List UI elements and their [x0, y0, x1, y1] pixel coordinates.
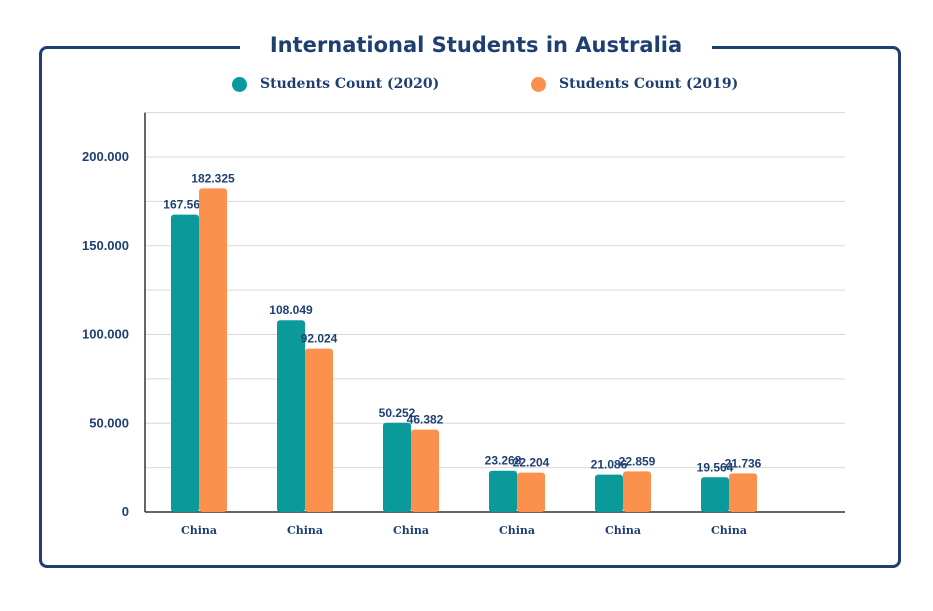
bar [383, 422, 411, 512]
legend-swatch-2019 [531, 76, 546, 92]
bar [595, 474, 623, 512]
bar [489, 470, 517, 512]
data-label: 19.564 [697, 460, 734, 474]
data-label: 21.736 [725, 456, 762, 470]
legend-item-2019: Students Count (2019) [531, 72, 738, 96]
chart-title: International Students in Australia [240, 28, 712, 62]
bar [623, 471, 651, 512]
y-tick-label: 100.000 [82, 327, 129, 342]
y-tick-label: 50.000 [89, 415, 129, 430]
y-tick-label: 150.000 [82, 238, 129, 253]
legend-swatch-2020 [232, 76, 247, 92]
data-label: 167.568 [163, 198, 207, 212]
bar [199, 188, 227, 513]
y-tick-label: 200.000 [82, 149, 129, 164]
x-tick-label: China [393, 524, 429, 537]
data-label: 23.268 [485, 454, 522, 468]
bar [277, 320, 305, 512]
data-label: 22.859 [619, 454, 656, 468]
data-label: 46.382 [407, 413, 444, 427]
data-label: 182.325 [191, 171, 235, 185]
bar [517, 472, 545, 512]
chart-legend: Students Count (2020) Students Count (20… [0, 72, 933, 96]
x-tick-label: China [499, 524, 535, 537]
x-tick-label: China [181, 524, 217, 537]
bar [729, 473, 757, 512]
legend-item-2020: Students Count (2020) [232, 72, 439, 96]
data-label: 92.024 [301, 332, 338, 346]
data-label: 22.204 [513, 456, 550, 470]
bar [411, 429, 439, 512]
legend-label-2019: Students Count (2019) [559, 76, 739, 92]
legend-label-2020: Students Count (2020) [260, 76, 440, 92]
bar [171, 214, 199, 512]
data-label: 108.049 [269, 303, 313, 317]
y-tick-label: 0 [122, 504, 129, 519]
x-tick-label: China [287, 524, 323, 537]
x-tick-label: China [605, 524, 641, 537]
data-label: 50.252 [379, 406, 416, 420]
bar [701, 477, 729, 512]
bar [305, 348, 333, 512]
data-label: 21.086 [591, 458, 628, 472]
x-tick-label: China [711, 524, 747, 537]
